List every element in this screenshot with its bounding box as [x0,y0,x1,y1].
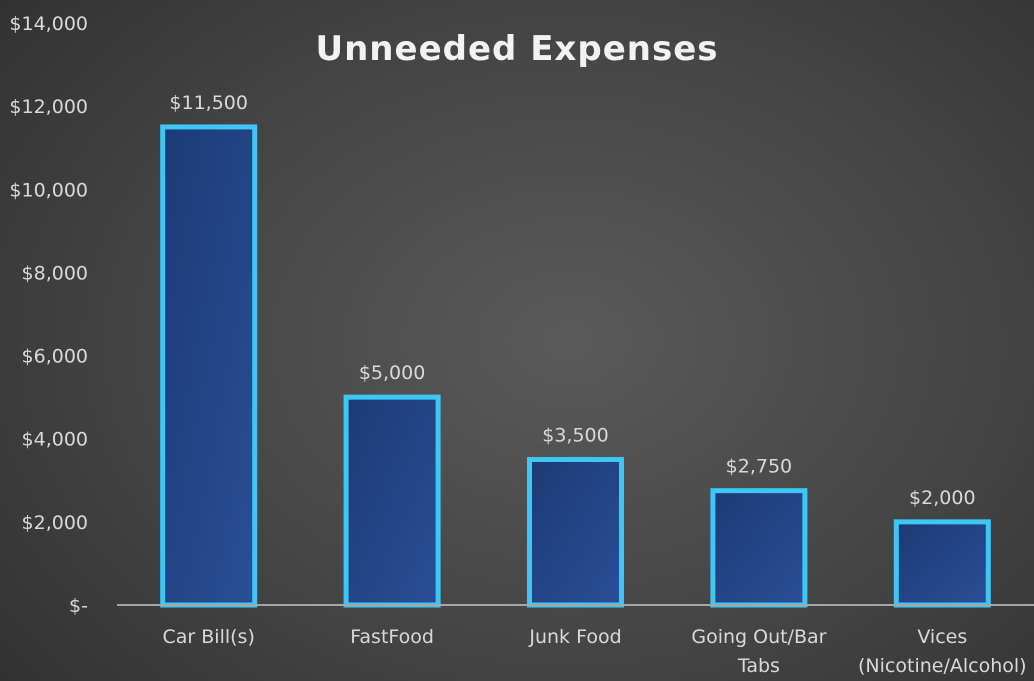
y-tick-label: $8,000 [22,262,88,284]
category-label: Car Bill(s) [163,626,255,648]
bar [527,457,624,608]
bar [160,124,258,608]
y-tick-label: $- [69,595,88,617]
category-label: Vices [917,626,967,648]
y-tick-label: $4,000 [22,429,88,451]
category-label: FastFood [350,626,434,648]
category-label: Going Out/Bar [691,626,826,648]
bars: $11,500 $5,000 $3,500 $2,750 $2,000 [160,92,991,608]
data-label: $2,750 [726,456,792,478]
y-tick-label: $2,000 [22,512,88,534]
data-label: $3,500 [542,425,608,447]
data-label: $5,000 [359,362,425,384]
data-label: $11,500 [169,92,248,114]
bar [893,519,991,608]
bar [710,488,808,608]
x-axis: Car Bill(s) FastFood Junk Food Going Out/Ba… [117,604,1034,677]
data-label: $2,000 [909,487,975,509]
y-tick-label: $10,000 [9,179,88,201]
y-tick-label: $14,000 [9,13,88,35]
category-label: Tabs [737,655,780,677]
chart-title: Unneeded Expenses [315,29,718,69]
bar [343,394,441,608]
y-tick-label: $12,000 [9,96,88,118]
y-axis: $- $2,000 $4,000 $6,000 $8,000 $10,000 $12,000… [9,13,88,617]
category-label: (Nicotine/Alcohol) [858,655,1027,677]
y-tick-label: $6,000 [22,346,88,368]
category-label: Junk Food [528,626,621,648]
